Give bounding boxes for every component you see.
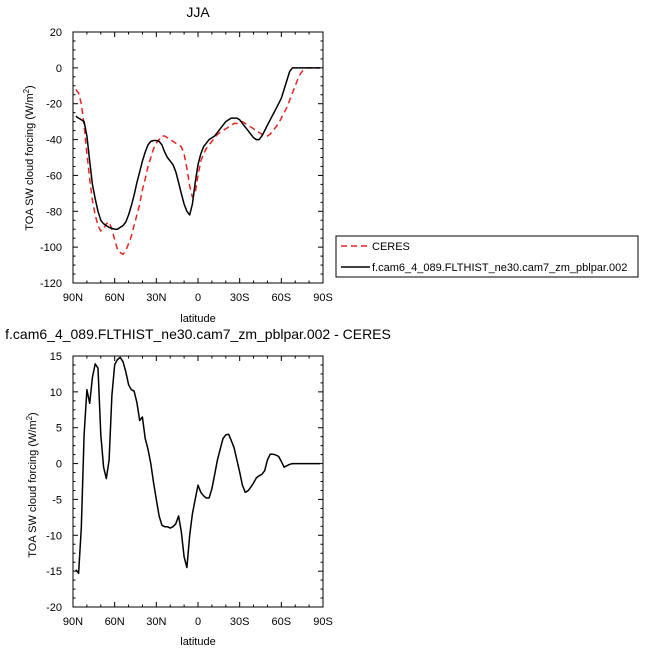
bottom-x-axis: 90N 60N 30N 0 30S 60S 90S <box>63 356 333 628</box>
top-plot-area <box>72 31 324 284</box>
top-y-tick-label: -20 <box>46 99 62 111</box>
bottom-y-tick-label: -20 <box>46 602 62 614</box>
bottom-y-tick-label: 15 <box>50 351 62 363</box>
bottom-x-axis-label: latitude <box>180 636 215 648</box>
top-series-line-ceres <box>75 67 321 256</box>
bottom-series-group <box>75 356 321 575</box>
legend-ceres-label: CERES <box>372 241 410 253</box>
top-x-tick-label: 60N <box>105 292 125 304</box>
top-y-axis: 20 0 -20 -40 -60 -80 -100 -120 <box>40 27 323 290</box>
bottom-y-tick-label: 10 <box>50 387 62 399</box>
bottom-plot-area <box>72 355 324 608</box>
bottom-y-axis-label-close: ) <box>27 412 39 416</box>
top-x-tick-label: 60S <box>272 292 292 304</box>
bottom-y-tick-label: 5 <box>56 423 62 435</box>
top-y-tick-label: -80 <box>46 206 62 218</box>
bottom-x-tick-label: 90S <box>313 616 333 628</box>
top-x-tick-label: 90N <box>63 292 83 304</box>
bottom-x-tick-label: 0 <box>195 616 201 628</box>
top-x-tick-label: 0 <box>195 292 201 304</box>
top-x-tick-label: 30N <box>146 292 166 304</box>
top-y-axis-label-sup: 2 <box>22 88 31 93</box>
bottom-chart: f.cam6_4_089.FLTHIST_ne30.cam7_zm_pblpar… <box>5 326 391 648</box>
top-x-tick-label: 30S <box>230 292 250 304</box>
top-y-axis-label-close: ) <box>24 85 36 89</box>
bottom-plot-frame <box>72 355 324 608</box>
legend-model-label: f.cam6_4_089.FLTHIST_ne30.cam7_zm_pblpar… <box>372 262 627 274</box>
bottom-x-tick-label: 30N <box>146 616 166 628</box>
top-plot-frame <box>72 31 324 284</box>
bottom-x-tick-label: 60N <box>105 616 125 628</box>
bottom-chart-title: f.cam6_4_089.FLTHIST_ne30.cam7_zm_pblpar… <box>5 326 391 342</box>
bottom-y-tick-label: -10 <box>46 530 62 542</box>
bottom-y-axis: 15 10 5 0 -5 -10 -15 -20 <box>46 351 323 614</box>
top-y-tick-label: 0 <box>56 63 62 75</box>
top-y-axis-label-main: TOA SW cloud forcing (W/m <box>24 93 36 230</box>
top-x-axis: 90N 60N 30N 0 30S 60S 90S <box>63 32 333 304</box>
top-series-group <box>75 67 321 256</box>
bottom-x-tick-label: 30S <box>230 616 250 628</box>
bottom-y-axis-label-sup: 2 <box>25 415 34 420</box>
top-y-axis-label: TOA SW cloud forcing (W/m2) <box>22 85 36 230</box>
bottom-x-tick-label: 60S <box>272 616 292 628</box>
top-series-line-model <box>75 67 321 230</box>
top-y-tick-label: -120 <box>40 278 62 290</box>
top-chart: JJA 20 0 -20 -40 -60 -80 -100 -120 90N 60N 30N 0 30… <box>22 4 333 325</box>
bottom-y-tick-label: 0 <box>56 459 62 471</box>
bottom-y-axis-label-main: TOA SW cloud forcing (W/m <box>27 420 39 557</box>
top-y-tick-label: 20 <box>50 27 62 39</box>
bottom-y-tick-label: -5 <box>52 494 62 506</box>
legend: CERES f.cam6_4_089.FLTHIST_ne30.cam7_zm_… <box>335 235 639 278</box>
top-y-tick-label: -60 <box>46 170 62 182</box>
bottom-y-axis-label: TOA SW cloud forcing (W/m2) <box>25 412 39 557</box>
legend-box <box>335 235 639 278</box>
top-y-tick-label: -100 <box>40 242 62 254</box>
top-y-tick-label: -40 <box>46 135 62 147</box>
top-x-axis-label: latitude <box>180 313 215 325</box>
top-chart-title: JJA <box>186 4 210 20</box>
top-x-tick-label: 90S <box>313 292 333 304</box>
bottom-series-line-difference <box>75 356 321 575</box>
bottom-y-tick-label: -15 <box>46 566 62 578</box>
bottom-x-tick-label: 90N <box>63 616 83 628</box>
